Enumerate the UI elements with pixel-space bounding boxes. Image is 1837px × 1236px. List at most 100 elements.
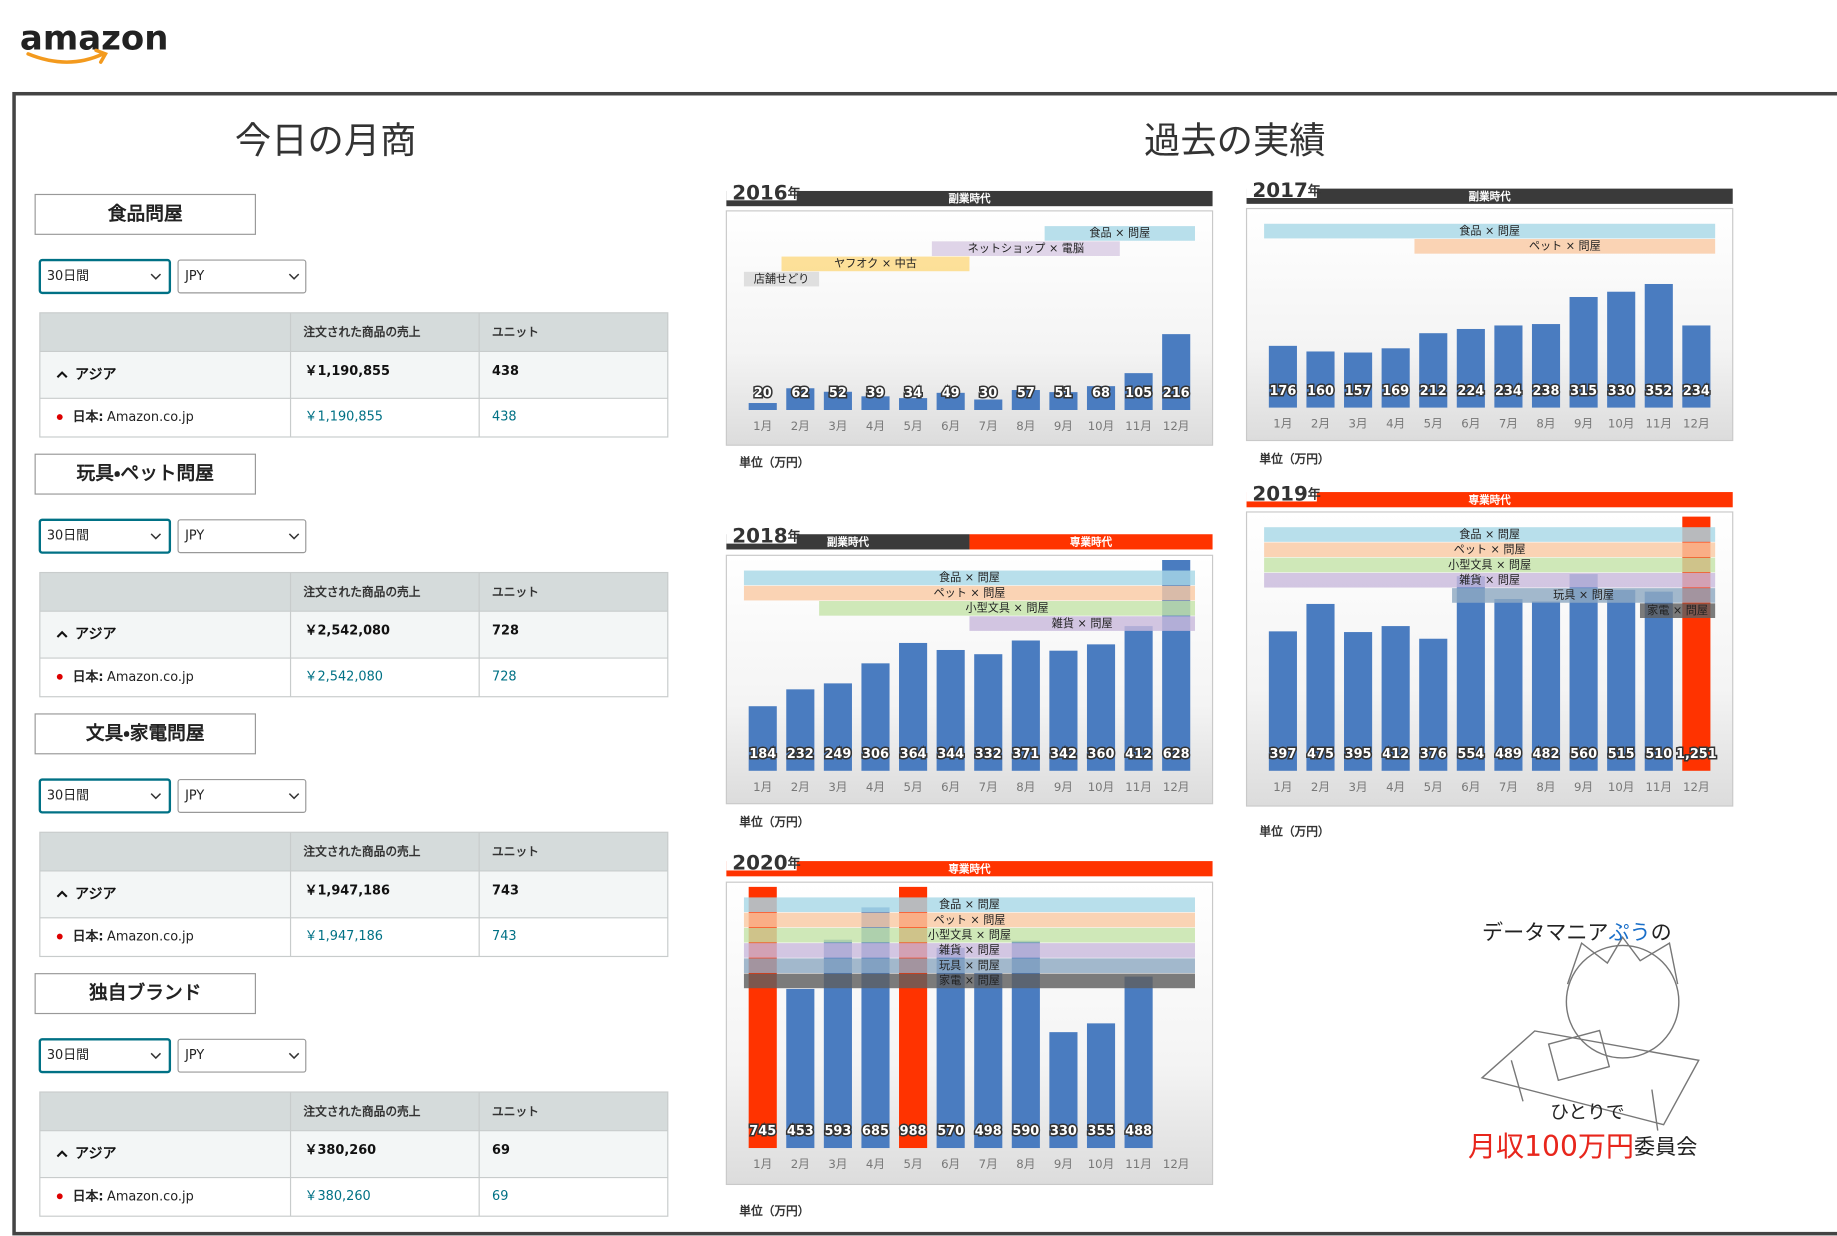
table-header — [39, 1092, 668, 1131]
month-label: 3月 — [828, 780, 847, 794]
bar — [1456, 576, 1485, 771]
market-units[interactable]: 69 — [492, 1189, 508, 1204]
section-header — [34, 453, 256, 495]
month-label: 11月 — [1125, 780, 1152, 794]
section-name: 独自ブランド — [88, 982, 201, 1004]
month-label: 7月 — [979, 1157, 998, 1171]
market-sales[interactable]: ￥2,542,080 — [305, 669, 383, 684]
value-label: 395 — [1345, 747, 1372, 762]
period-dropdown[interactable] — [38, 778, 172, 814]
market-units[interactable]: 728 — [492, 669, 517, 684]
year-suffix: 年 — [1308, 182, 1321, 198]
region-sales: ￥1,190,855 — [305, 364, 390, 379]
market-dot — [56, 1193, 63, 1200]
dropdown-chevron — [288, 793, 300, 800]
value-label: 52 — [829, 386, 847, 401]
band-label: ヤフオク × 中古 — [834, 257, 917, 270]
bar — [1049, 1032, 1078, 1149]
period-band — [1452, 588, 1716, 603]
band-label: 家電 × 問屋 — [1647, 603, 1708, 617]
value-label: 57 — [1017, 386, 1035, 401]
logo-smile — [26, 48, 108, 64]
market-name: 日本: Amazon.co.jp — [73, 928, 194, 944]
month-label: 12月 — [1683, 417, 1710, 431]
market-units[interactable]: 743 — [492, 929, 517, 944]
sales-title: 今日の月商 — [235, 119, 416, 162]
column-header: ユニット — [492, 845, 539, 859]
currency-dropdown[interactable] — [177, 519, 307, 554]
currency-dropdown[interactable] — [177, 259, 307, 294]
period-dropdown[interactable] — [38, 1038, 172, 1074]
value-label: 397 — [1269, 747, 1296, 762]
era-bar — [726, 190, 1213, 207]
collapse-caret[interactable] — [56, 1150, 68, 1158]
era-bar — [1246, 492, 1733, 508]
period-dropdown[interactable] — [38, 258, 172, 295]
market-row — [39, 658, 668, 697]
era-bar — [1246, 188, 1733, 204]
year: 2017 — [1252, 178, 1307, 201]
month-label: 8月 — [1536, 417, 1555, 431]
value-label: 554 — [1457, 747, 1484, 762]
market-sales[interactable]: ￥380,260 — [305, 1189, 371, 1204]
market-label: 日本: — [73, 409, 104, 425]
period-band — [743, 570, 1195, 586]
bar — [1124, 373, 1153, 411]
value-label: 157 — [1345, 384, 1372, 399]
currency-dropdown[interactable] — [177, 1038, 307, 1073]
bar — [748, 403, 777, 411]
value-label: 560 — [1570, 747, 1597, 762]
value-label: 488 — [1125, 1124, 1152, 1139]
market-sales[interactable]: ￥1,947,186 — [305, 929, 383, 944]
period-value: 30日間 — [47, 788, 89, 803]
period-value: 30日間 — [47, 1048, 89, 1063]
dropdown-chevron — [150, 273, 162, 280]
collapse-caret[interactable] — [56, 890, 68, 898]
value-label: 628 — [1163, 747, 1190, 762]
month-label: 6月 — [941, 419, 960, 433]
collapse-caret[interactable] — [56, 630, 68, 638]
currency-value: JPY — [184, 269, 204, 284]
market-sales[interactable]: ￥1,190,855 — [305, 410, 383, 425]
table-border — [39, 312, 669, 438]
value-label: 590 — [1012, 1124, 1039, 1139]
month-label: 12月 — [1163, 1157, 1190, 1171]
band-label: 家電 × 問屋 — [939, 973, 1000, 987]
value-label: 344 — [937, 747, 964, 762]
market-site: Amazon.co.jp — [107, 929, 194, 944]
value-label: 570 — [937, 1124, 964, 1139]
value-label: 234 — [1495, 384, 1522, 399]
bar — [974, 973, 1003, 1149]
market-site: Amazon.co.jp — [107, 669, 194, 684]
value-label: 20 — [754, 386, 772, 401]
market-row — [39, 917, 668, 957]
era-label: 副業時代 — [827, 535, 870, 548]
value-label: 315 — [1570, 384, 1597, 399]
period-dropdown[interactable] — [38, 518, 172, 554]
region-name: アジア — [75, 367, 117, 383]
value-label: 593 — [824, 1124, 851, 1139]
unit-label: 単位（万円） — [1259, 824, 1329, 838]
month-label: 2月 — [1311, 417, 1330, 431]
month-label: 3月 — [1348, 417, 1367, 431]
bar — [1381, 348, 1410, 408]
value-label: 224 — [1457, 384, 1484, 399]
band-label: ペット × 問屋 — [1454, 543, 1526, 556]
market-units[interactable]: 438 — [492, 410, 517, 425]
month-label: 5月 — [904, 419, 923, 433]
table-header — [39, 832, 668, 871]
value-label: 34 — [904, 386, 922, 401]
value-label: 212 — [1420, 384, 1447, 399]
region-row — [39, 1130, 668, 1178]
period-band — [819, 601, 1195, 616]
table-border — [39, 571, 669, 698]
collapse-caret[interactable] — [56, 371, 68, 378]
year-suffix: 年 — [788, 185, 801, 201]
bar — [1494, 325, 1523, 408]
period-band — [743, 958, 1195, 973]
currency-dropdown[interactable] — [177, 778, 307, 813]
bar — [861, 663, 890, 771]
month-label: 9月 — [1054, 1157, 1073, 1171]
bar — [1607, 291, 1636, 408]
